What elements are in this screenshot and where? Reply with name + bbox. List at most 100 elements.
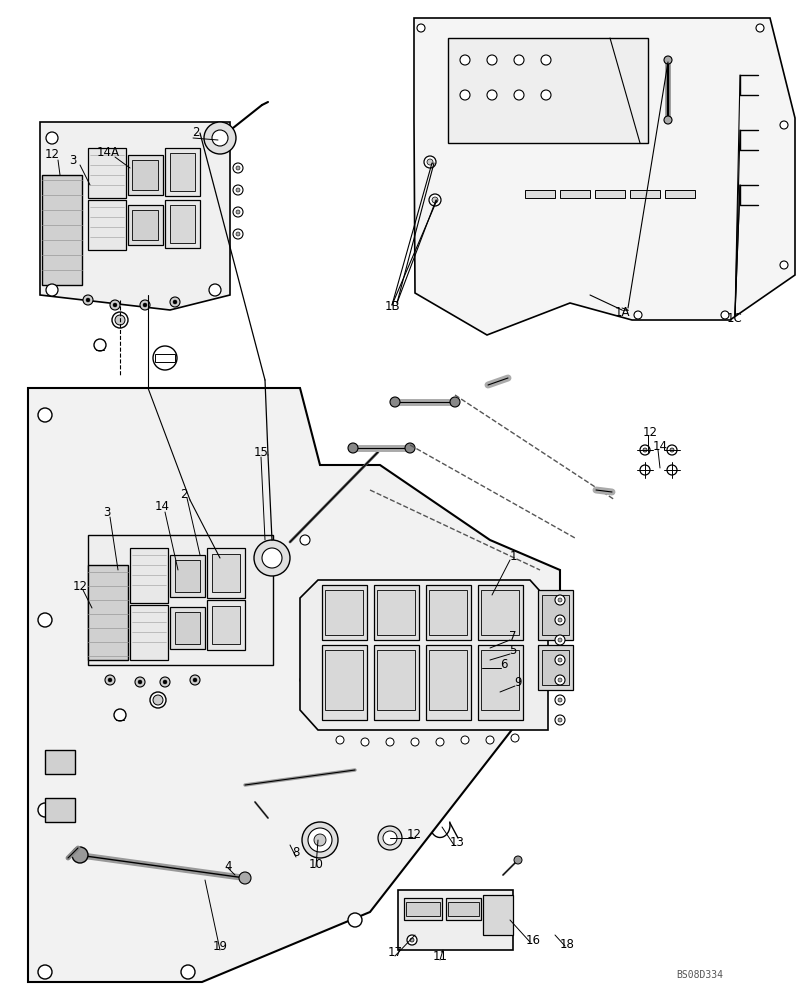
Circle shape <box>110 300 120 310</box>
Circle shape <box>555 615 565 625</box>
Polygon shape <box>40 122 230 310</box>
Circle shape <box>541 90 551 100</box>
Circle shape <box>114 709 126 721</box>
Circle shape <box>72 847 88 863</box>
Circle shape <box>405 443 415 453</box>
Bar <box>88 200 126 250</box>
Circle shape <box>667 465 677 475</box>
Circle shape <box>254 540 290 576</box>
Circle shape <box>236 210 240 214</box>
Circle shape <box>300 675 310 685</box>
Circle shape <box>209 130 221 142</box>
Circle shape <box>300 535 310 545</box>
Circle shape <box>411 738 419 746</box>
Circle shape <box>427 159 433 165</box>
Circle shape <box>514 856 522 864</box>
Bar <box>325 650 363 710</box>
Circle shape <box>558 698 562 702</box>
Circle shape <box>664 56 672 64</box>
Text: 16: 16 <box>525 934 541 946</box>
Bar <box>377 590 415 635</box>
Bar <box>483 895 513 935</box>
Circle shape <box>634 311 642 319</box>
Circle shape <box>108 678 112 682</box>
Bar <box>170 607 205 649</box>
Circle shape <box>664 116 672 124</box>
Circle shape <box>112 312 128 328</box>
Circle shape <box>780 261 788 269</box>
Polygon shape <box>322 645 367 720</box>
Circle shape <box>410 938 414 942</box>
Circle shape <box>670 448 674 452</box>
Bar <box>212 606 240 644</box>
Bar <box>448 902 479 916</box>
Circle shape <box>348 443 358 453</box>
Circle shape <box>461 736 469 744</box>
Text: 5: 5 <box>509 645 516 658</box>
Circle shape <box>233 163 243 173</box>
Text: 1B: 1B <box>384 300 400 314</box>
Text: 12: 12 <box>642 426 658 438</box>
Text: 14: 14 <box>154 500 170 514</box>
Circle shape <box>181 965 195 979</box>
Circle shape <box>555 635 565 645</box>
Circle shape <box>555 675 565 685</box>
Polygon shape <box>426 645 471 720</box>
Text: 19: 19 <box>213 940 228 954</box>
Polygon shape <box>300 580 548 730</box>
Text: 17: 17 <box>388 946 402 960</box>
Bar <box>175 560 200 592</box>
Text: 13: 13 <box>449 836 465 850</box>
Circle shape <box>555 595 565 605</box>
Circle shape <box>236 188 240 192</box>
Bar <box>175 612 200 644</box>
Bar <box>560 190 590 198</box>
Bar <box>45 750 75 774</box>
Polygon shape <box>28 388 560 982</box>
Circle shape <box>314 834 326 846</box>
Bar <box>406 902 440 916</box>
Text: 6: 6 <box>500 658 507 670</box>
Circle shape <box>417 24 425 32</box>
Bar <box>128 205 163 245</box>
Circle shape <box>46 132 58 144</box>
Text: 12: 12 <box>73 580 87 592</box>
Circle shape <box>558 678 562 682</box>
Text: 18: 18 <box>560 938 574 950</box>
Circle shape <box>348 913 362 927</box>
Circle shape <box>407 935 417 945</box>
Circle shape <box>190 675 200 685</box>
Polygon shape <box>414 18 795 335</box>
Bar <box>130 548 168 603</box>
Circle shape <box>115 315 125 325</box>
Bar <box>481 650 519 710</box>
Text: 3: 3 <box>69 153 77 166</box>
Bar <box>88 535 273 665</box>
Bar <box>88 148 126 198</box>
Text: 12: 12 <box>406 828 422 840</box>
Bar <box>398 890 513 950</box>
Circle shape <box>262 548 282 568</box>
Circle shape <box>193 678 197 682</box>
Polygon shape <box>42 175 82 285</box>
Circle shape <box>558 598 562 602</box>
Bar <box>155 354 175 362</box>
Circle shape <box>140 300 150 310</box>
Circle shape <box>514 90 524 100</box>
Text: 1A: 1A <box>614 306 629 318</box>
Bar <box>170 205 195 243</box>
Polygon shape <box>374 585 419 640</box>
Text: 8: 8 <box>292 846 300 859</box>
Circle shape <box>233 229 243 239</box>
Circle shape <box>233 207 243 217</box>
Text: 1C: 1C <box>727 312 743 324</box>
Polygon shape <box>88 565 128 660</box>
Circle shape <box>558 718 562 722</box>
Circle shape <box>756 24 764 32</box>
Circle shape <box>487 55 497 65</box>
Circle shape <box>780 121 788 129</box>
Circle shape <box>302 822 338 858</box>
Text: 14A: 14A <box>96 145 120 158</box>
Circle shape <box>667 445 677 455</box>
Circle shape <box>204 122 236 154</box>
